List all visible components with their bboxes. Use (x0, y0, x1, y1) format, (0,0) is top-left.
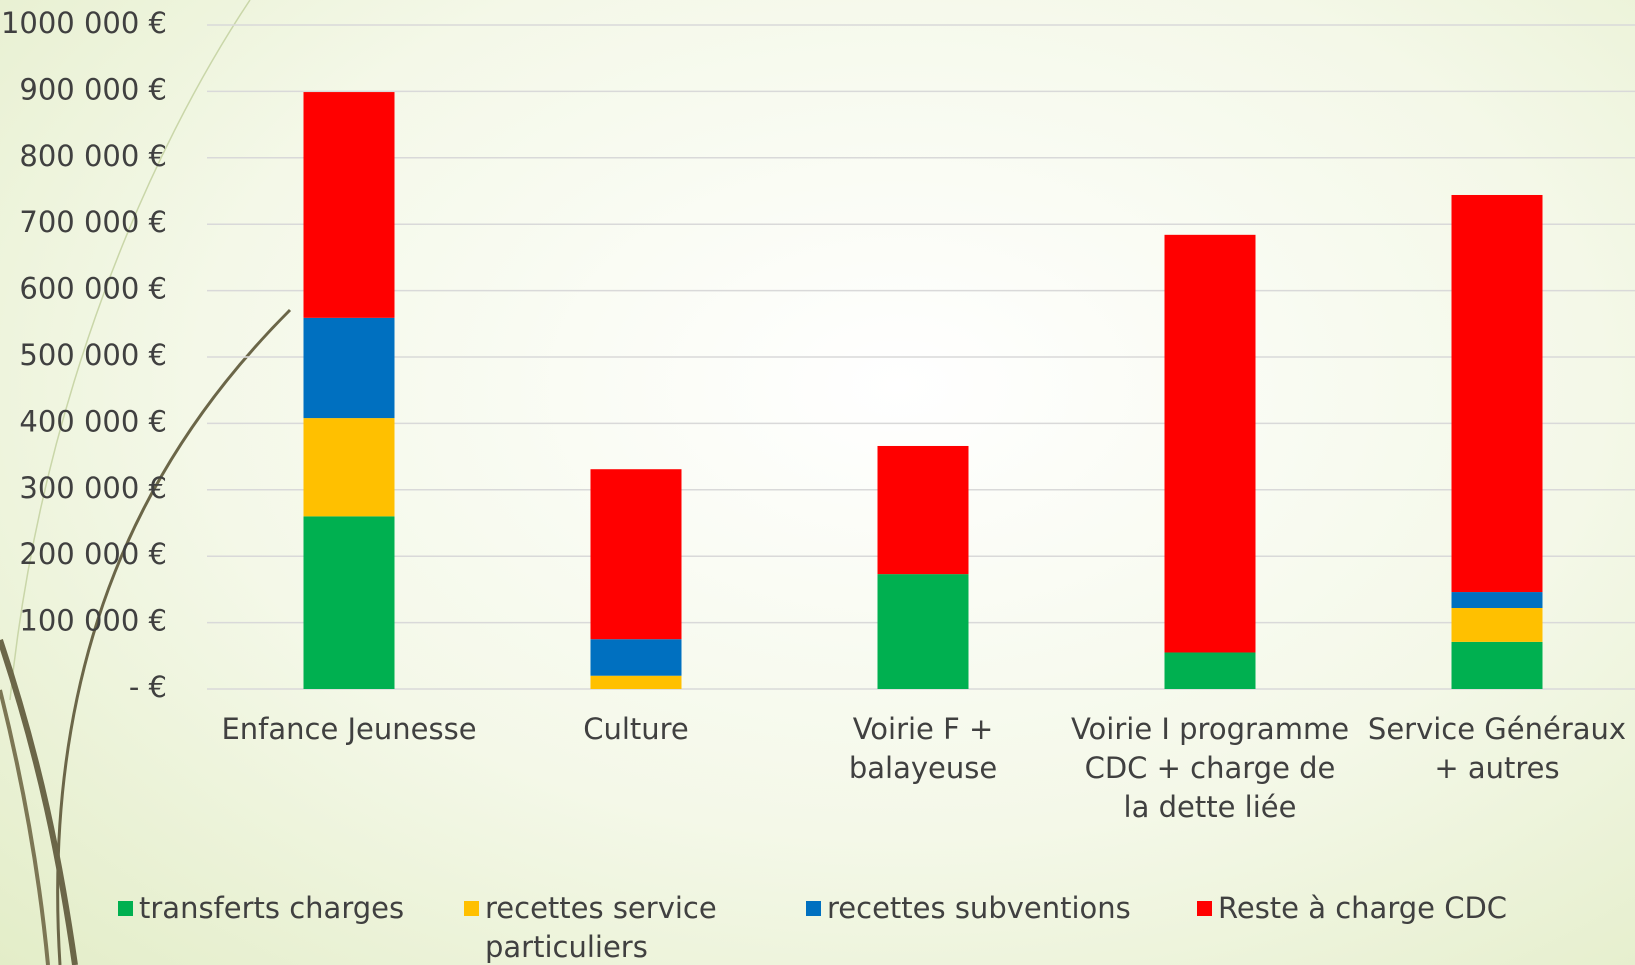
y-tick-label: 800 000 € (19, 139, 167, 173)
y-tick-label: 300 000 € (19, 471, 167, 505)
legend-item: recettes subventions (806, 889, 1176, 928)
bar-segment (303, 418, 395, 517)
bar-segment (1451, 592, 1543, 608)
decoration (0, 0, 292, 965)
bar-segment (1451, 607, 1543, 642)
x-tick-label: Voirie I programme CDC + charge de la de… (1070, 712, 1350, 824)
bar-segment (877, 445, 969, 575)
legend-swatch (1197, 901, 1212, 916)
legend-item: recettes service particuliers (464, 889, 744, 965)
x-tick-label: Voirie F + balayeuse (848, 712, 998, 785)
bar-segment (590, 675, 682, 689)
bar-segment (303, 92, 395, 318)
x-tick-label: Culture (583, 712, 689, 746)
legend-item: transferts charges (118, 889, 438, 928)
legend-swatch (118, 901, 133, 916)
bar-segment (1164, 652, 1256, 689)
bar-segment (590, 469, 682, 640)
y-tick-label: 700 000 € (19, 205, 167, 239)
bar-segment (303, 317, 395, 419)
bar-segment (877, 574, 969, 689)
y-tick-label: 400 000 € (19, 404, 167, 438)
y-tick-label: 900 000 € (19, 72, 167, 106)
legend-swatch (806, 901, 821, 916)
y-tick-label: 600 000 € (19, 272, 167, 306)
legend-item: Reste à charge CDC (1197, 889, 1597, 928)
y-tick-label: - € (129, 670, 167, 704)
y-tick-label: 100 000 € (19, 604, 167, 638)
bar-segment (303, 516, 395, 689)
y-tick-label: 1000 000 € (1, 6, 167, 40)
bar-segment (1451, 194, 1543, 593)
bar-segment (1164, 234, 1256, 653)
x-tick-label: Service Généraux + autres (1367, 712, 1627, 785)
legend-swatch (464, 901, 479, 916)
x-tick-label: Enfance Jeunesse (221, 712, 477, 746)
legend-label: transferts charges (139, 891, 405, 925)
bar-segment (590, 639, 682, 676)
y-tick-label: 500 000 € (19, 338, 167, 372)
legend-label: recettes service particuliers (485, 891, 717, 964)
y-tick-label: 200 000 € (19, 537, 167, 571)
legend-label: Reste à charge CDC (1218, 891, 1508, 925)
bar-segment (1451, 641, 1543, 689)
legend-label: recettes subventions (827, 891, 1131, 925)
